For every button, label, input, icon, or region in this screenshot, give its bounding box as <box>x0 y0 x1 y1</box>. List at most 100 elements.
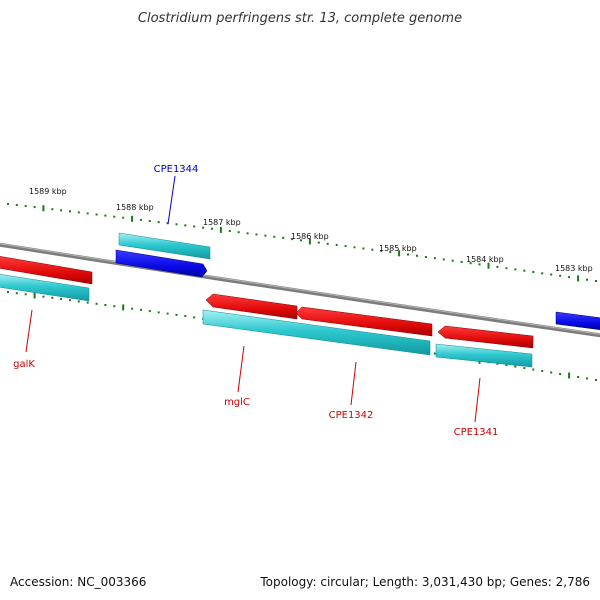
leader-line-cpe1342 <box>351 362 356 405</box>
lower-minor-tick <box>78 300 80 302</box>
upper-minor-tick <box>140 219 142 221</box>
upper-minor-tick <box>532 271 534 273</box>
lower-minor-tick <box>523 367 525 369</box>
lower-minor-tick <box>69 299 71 301</box>
upper-minor-tick <box>407 254 409 256</box>
scale-label-1587: 1587 kbp <box>203 218 241 227</box>
upper-minor-tick <box>7 203 9 205</box>
lower-minor-tick <box>25 293 27 295</box>
scale-label-1588: 1588 kbp <box>116 203 154 212</box>
lower-minor-tick <box>184 315 186 317</box>
gene-feature-reverse-edge[interactable] <box>556 312 600 330</box>
lower-minor-tick <box>586 378 588 380</box>
scale-label-1585: 1585 kbp <box>379 244 417 253</box>
lower-minor-tick <box>434 353 436 355</box>
upper-minor-tick <box>362 248 364 250</box>
upper-minor-tick <box>60 209 62 211</box>
genome-map: Clostridium perfringens str. 13, complet… <box>0 0 600 600</box>
upper-minor-tick <box>568 276 570 278</box>
lower-minor-tick <box>140 309 142 311</box>
lower-minor-tick <box>7 291 9 293</box>
upper-minor-tick <box>345 245 347 247</box>
upper-minor-tick <box>69 210 71 212</box>
upper-minor-tick <box>586 279 588 281</box>
upper-minor-tick <box>238 231 240 233</box>
upper-minor-tick <box>443 258 445 260</box>
lower-minor-tick <box>193 316 195 318</box>
upper-minor-tick <box>96 214 98 216</box>
upper-major-tick <box>577 275 579 281</box>
upper-minor-tick <box>505 267 507 269</box>
lower-minor-tick <box>158 311 160 313</box>
gene-feature-cpe1341[interactable] <box>438 326 533 348</box>
lower-minor-tick <box>149 310 151 312</box>
upper-minor-tick <box>282 237 284 239</box>
leader-line-mglc <box>238 346 244 392</box>
scale-label-1583: 1583 kbp <box>555 264 593 273</box>
upper-minor-tick <box>25 205 27 207</box>
map-title: Clostridium perfringens str. 13, complet… <box>138 11 462 26</box>
lower-minor-tick <box>104 304 106 306</box>
lower-minor-tick <box>559 373 561 375</box>
upper-minor-tick <box>229 230 231 232</box>
upper-minor-tick <box>371 249 373 251</box>
accession-text: Accession: NC_003366 <box>10 575 146 589</box>
upper-minor-tick <box>184 224 186 226</box>
gene-label-cpe1341[interactable]: CPE1341 <box>454 427 499 438</box>
upper-major-tick <box>42 205 44 211</box>
scale-labels: 1589 kbp 1588 kbp 1587 kbp 1586 kbp 1585… <box>29 187 593 273</box>
upper-minor-tick <box>256 234 258 236</box>
lower-minor-tick <box>87 302 89 304</box>
upper-major-tick <box>220 227 222 233</box>
upper-major-tick <box>131 216 133 222</box>
gene-label-mglc[interactable]: mglC <box>224 397 250 408</box>
leader-line-galk <box>26 310 32 352</box>
upper-minor-tick <box>550 274 552 276</box>
upper-minor-tick <box>122 217 124 219</box>
upper-minor-tick <box>318 242 320 244</box>
upper-minor-tick <box>541 272 543 274</box>
upper-minor-tick <box>202 227 204 229</box>
lower-minor-tick <box>532 369 534 371</box>
lower-minor-tick <box>42 296 44 298</box>
lower-minor-tick <box>16 292 18 294</box>
lower-minor-tick <box>595 379 597 381</box>
upper-tick-track <box>7 203 597 282</box>
lower-minor-tick <box>131 308 133 310</box>
lower-major-tick <box>34 293 36 299</box>
upper-minor-tick <box>273 236 275 238</box>
upper-minor-tick <box>559 275 561 277</box>
upper-minor-tick <box>193 226 195 228</box>
leader-line-cpe1341 <box>475 378 480 422</box>
upper-minor-tick <box>452 260 454 262</box>
lower-major-tick <box>568 373 570 379</box>
topology-text: Topology: circular; Length: 3,031,430 bp… <box>259 575 590 589</box>
upper-minor-tick <box>176 223 178 225</box>
gene-label-galk[interactable]: galK <box>13 359 35 370</box>
upper-minor-tick <box>434 257 436 259</box>
gene-label-cpe1344[interactable]: CPE1344 <box>154 164 199 175</box>
upper-minor-tick <box>51 208 53 210</box>
lower-minor-tick <box>514 366 516 368</box>
lower-minor-tick <box>550 372 552 374</box>
upper-minor-tick <box>514 268 516 270</box>
upper-minor-tick <box>496 266 498 268</box>
upper-minor-tick <box>87 212 89 214</box>
gene-label-cpe1342[interactable]: CPE1342 <box>329 410 374 421</box>
scale-label-1589: 1589 kbp <box>29 187 67 196</box>
upper-minor-tick <box>211 228 213 230</box>
lower-minor-tick <box>176 314 178 316</box>
leader-line-cpe1344 <box>168 176 175 224</box>
upper-minor-tick <box>461 261 463 263</box>
cds-feature-cpe1341[interactable] <box>436 344 532 367</box>
lower-minor-tick <box>60 298 62 300</box>
upper-minor-tick <box>78 211 80 213</box>
scale-label-1586: 1586 kbp <box>291 232 329 241</box>
lower-minor-tick <box>167 313 169 315</box>
upper-minor-tick <box>34 206 36 208</box>
lower-major-tick <box>122 304 124 310</box>
upper-minor-tick <box>416 255 418 257</box>
upper-minor-tick <box>354 246 356 248</box>
upper-minor-tick <box>327 243 329 245</box>
scale-label-1584: 1584 kbp <box>466 255 504 264</box>
